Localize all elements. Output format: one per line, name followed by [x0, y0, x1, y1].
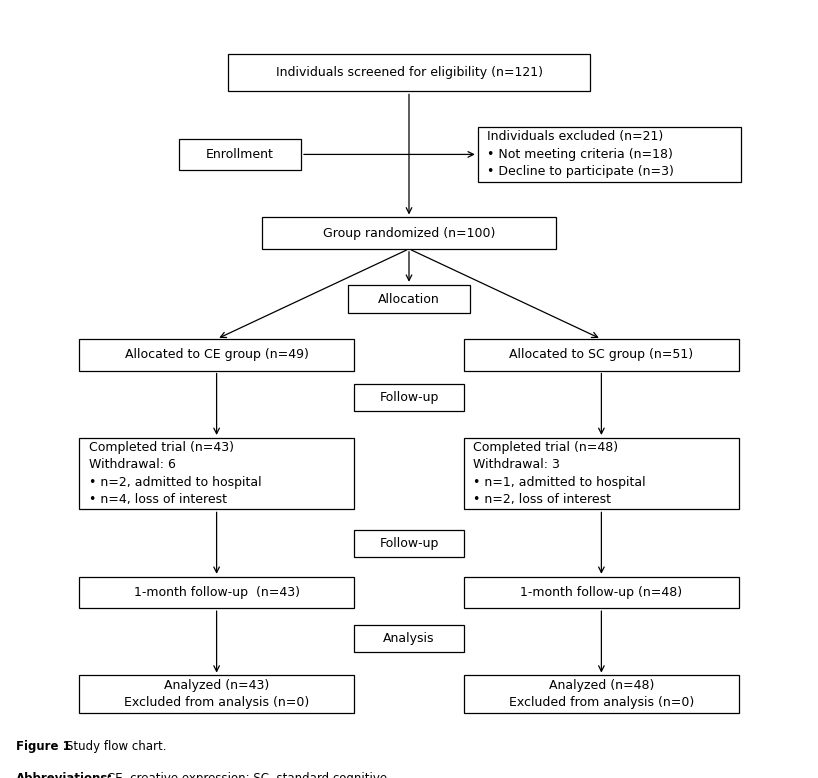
Text: Allocated to CE group (n=49): Allocated to CE group (n=49): [124, 349, 308, 361]
FancyBboxPatch shape: [228, 54, 590, 92]
FancyBboxPatch shape: [79, 438, 354, 510]
Text: Follow-up: Follow-up: [380, 391, 438, 405]
Text: Analyzed (n=43)
Excluded from analysis (n=0): Analyzed (n=43) Excluded from analysis (…: [124, 679, 309, 710]
Text: Allocated to SC group (n=51): Allocated to SC group (n=51): [510, 349, 694, 361]
FancyBboxPatch shape: [79, 339, 354, 370]
FancyBboxPatch shape: [354, 530, 464, 557]
FancyBboxPatch shape: [464, 576, 739, 608]
FancyBboxPatch shape: [464, 438, 739, 510]
FancyBboxPatch shape: [262, 217, 556, 249]
FancyBboxPatch shape: [179, 138, 301, 170]
Text: CE, creative expression; SC, standard cognitive.: CE, creative expression; SC, standard co…: [106, 772, 390, 778]
FancyBboxPatch shape: [354, 384, 464, 412]
Text: Figure 1: Figure 1: [16, 740, 71, 753]
Text: Follow-up: Follow-up: [380, 538, 438, 550]
Text: Individuals screened for eligibility (n=121): Individuals screened for eligibility (n=…: [276, 66, 542, 79]
FancyBboxPatch shape: [348, 285, 470, 314]
Text: Allocation: Allocation: [378, 293, 440, 306]
Text: Study flow chart.: Study flow chart.: [65, 740, 166, 753]
Text: 1-month follow-up  (n=43): 1-month follow-up (n=43): [133, 586, 299, 599]
FancyBboxPatch shape: [79, 675, 354, 713]
FancyBboxPatch shape: [464, 675, 739, 713]
FancyBboxPatch shape: [79, 576, 354, 608]
Text: Completed trial (n=48)
Withdrawal: 3
• n=1, admitted to hospital
• n=2, loss of : Completed trial (n=48) Withdrawal: 3 • n…: [474, 441, 646, 506]
Text: Group randomized (n=100): Group randomized (n=100): [323, 226, 495, 240]
FancyBboxPatch shape: [464, 339, 739, 370]
Text: 1-month follow-up (n=48): 1-month follow-up (n=48): [520, 586, 682, 599]
Text: Analyzed (n=48)
Excluded from analysis (n=0): Analyzed (n=48) Excluded from analysis (…: [509, 679, 694, 710]
FancyBboxPatch shape: [478, 127, 741, 182]
Text: Completed trial (n=43)
Withdrawal: 6
• n=2, admitted to hospital
• n=4, loss of : Completed trial (n=43) Withdrawal: 6 • n…: [88, 441, 261, 506]
Text: Individuals excluded (n=21)
• Not meeting criteria (n=18)
• Decline to participa: Individuals excluded (n=21) • Not meetin…: [488, 131, 674, 178]
Text: Enrollment: Enrollment: [206, 148, 274, 161]
Text: Analysis: Analysis: [384, 632, 434, 645]
Text: Abbreviations:: Abbreviations:: [16, 772, 114, 778]
FancyBboxPatch shape: [354, 625, 464, 652]
